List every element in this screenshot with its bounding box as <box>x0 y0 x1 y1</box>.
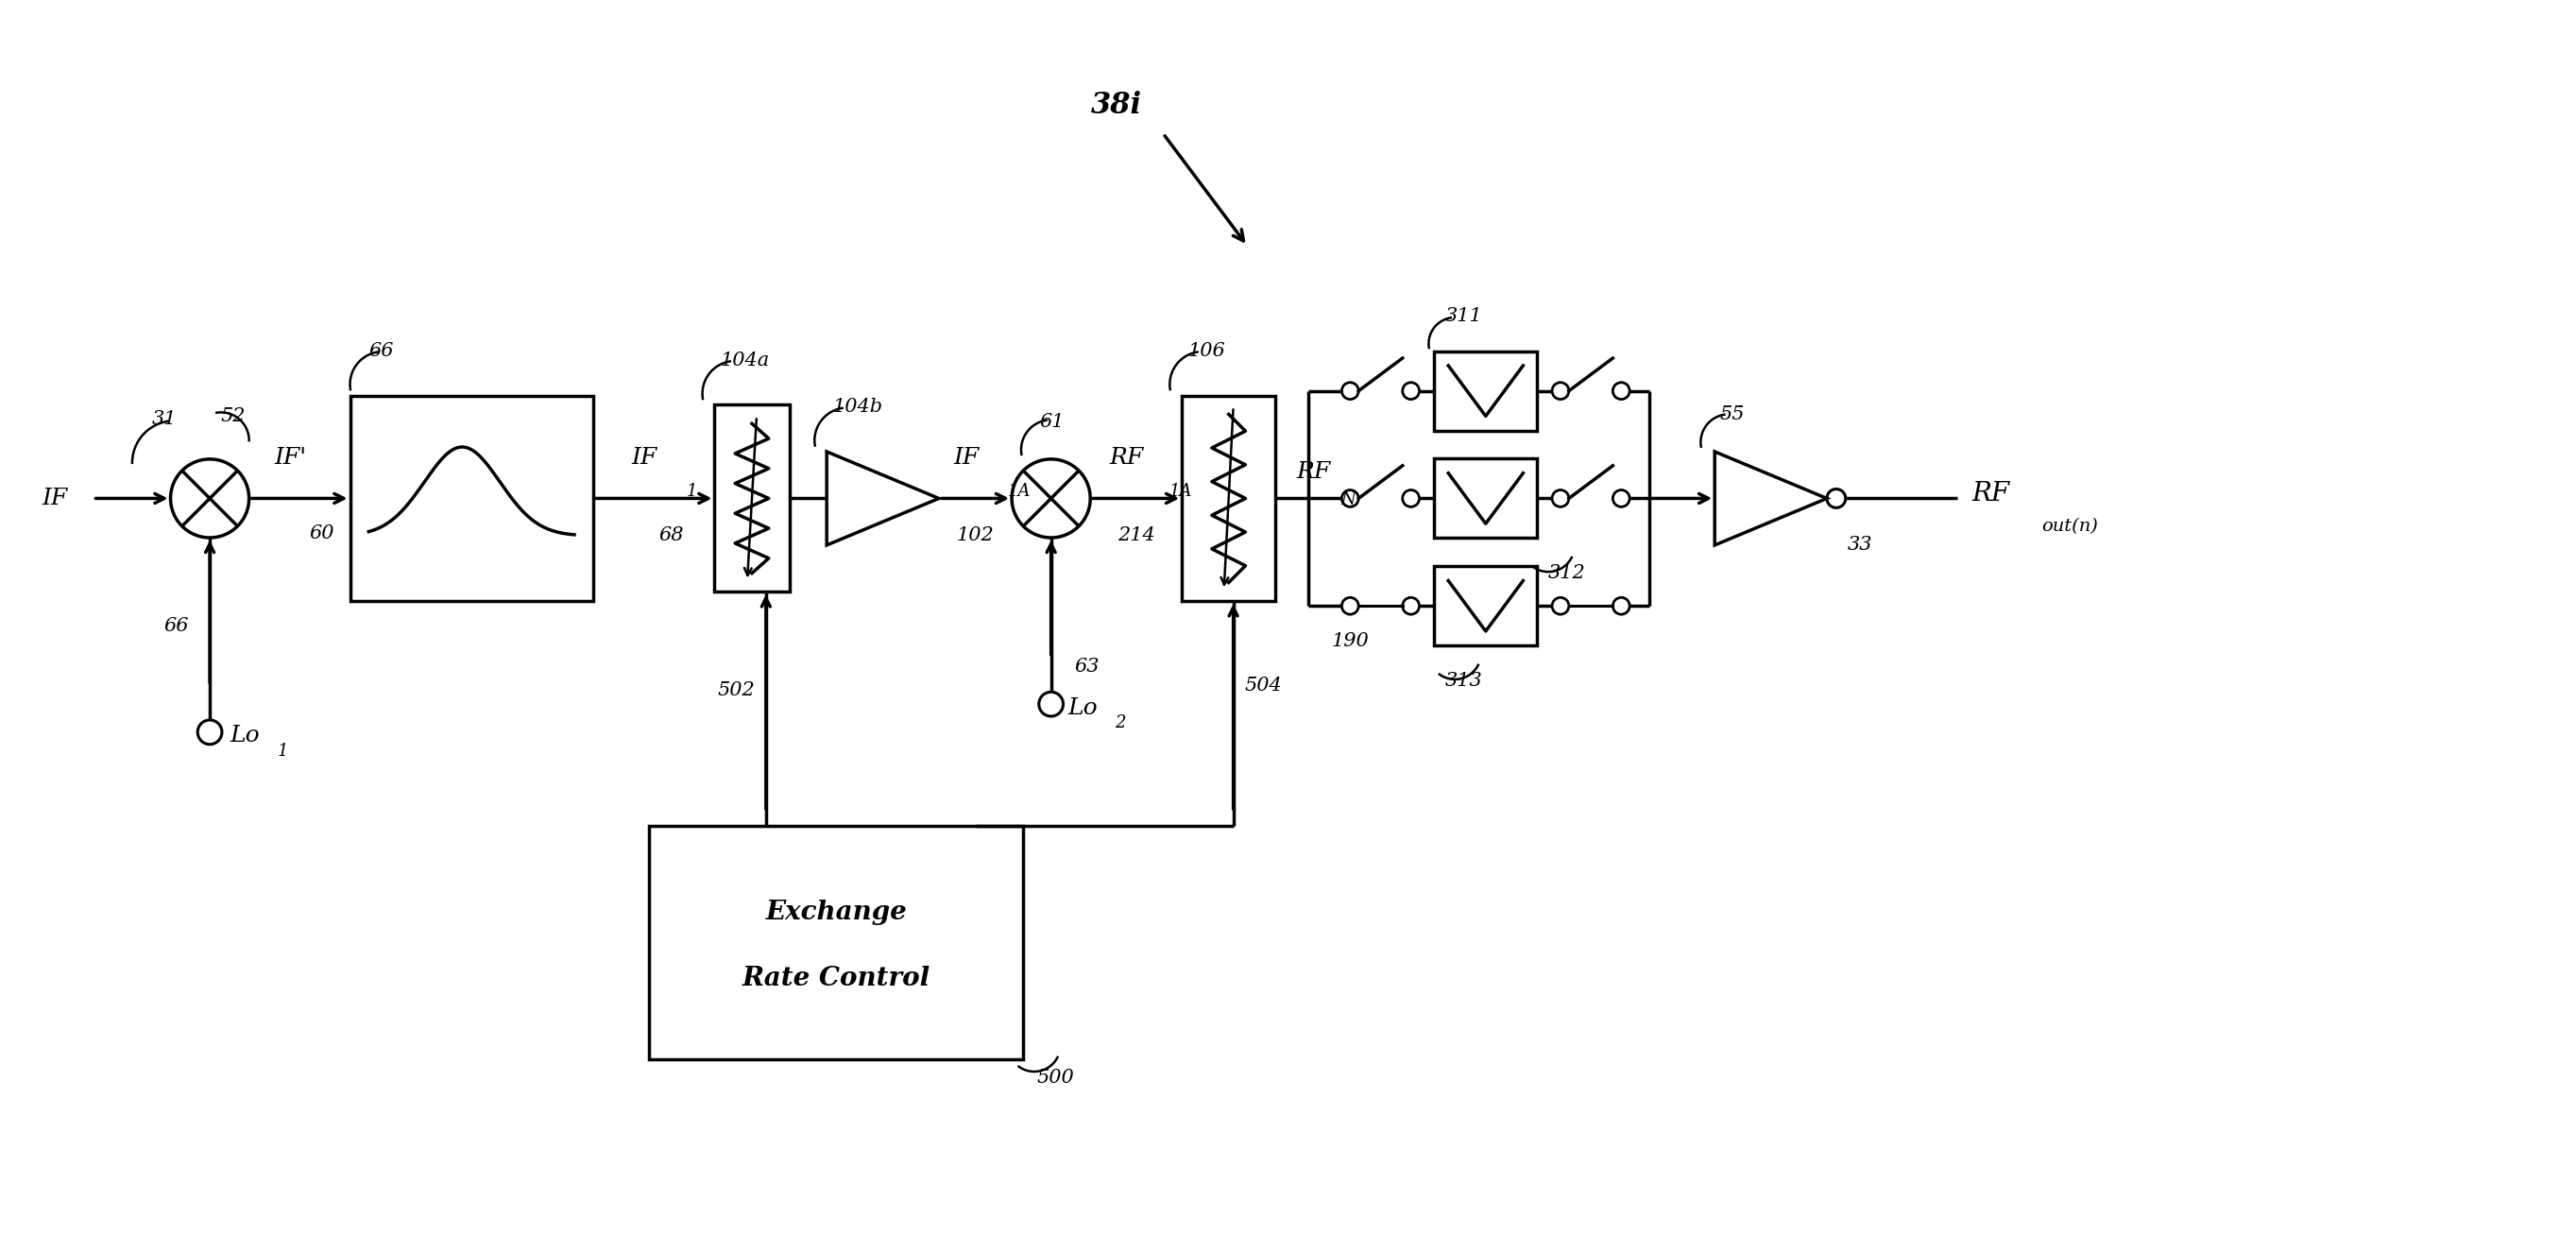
Text: Exchange: Exchange <box>765 900 907 926</box>
Text: RF: RF <box>1296 461 1329 484</box>
Text: 104b: 104b <box>832 398 884 416</box>
Text: 1: 1 <box>278 742 289 759</box>
Text: 60: 60 <box>309 525 335 543</box>
Circle shape <box>1553 490 1569 506</box>
Circle shape <box>1613 382 1631 400</box>
Text: 66: 66 <box>165 616 188 634</box>
Text: 102: 102 <box>956 526 994 544</box>
Circle shape <box>1342 382 1358 400</box>
Text: 504: 504 <box>1244 677 1283 694</box>
Text: 63: 63 <box>1074 658 1100 675</box>
Circle shape <box>1613 598 1631 614</box>
Circle shape <box>1401 598 1419 614</box>
Text: 311: 311 <box>1445 307 1484 325</box>
Bar <box>714 405 788 591</box>
Text: 106: 106 <box>1188 342 1226 360</box>
Text: RF: RF <box>1110 447 1144 469</box>
Text: 1: 1 <box>685 482 698 500</box>
Text: IF': IF' <box>273 447 307 469</box>
Bar <box>649 826 1023 1060</box>
Text: 61: 61 <box>1041 413 1064 431</box>
Text: out(n): out(n) <box>2043 517 2099 535</box>
Text: 52: 52 <box>222 407 247 426</box>
Circle shape <box>1342 490 1358 506</box>
Text: IF: IF <box>41 487 67 509</box>
Circle shape <box>1553 382 1569 400</box>
Text: RF: RF <box>1971 481 2009 506</box>
Text: 38i: 38i <box>1090 91 1141 120</box>
Bar <box>1182 396 1275 601</box>
Text: 1A: 1A <box>1170 482 1193 500</box>
Circle shape <box>1553 598 1569 614</box>
Text: 31: 31 <box>152 410 178 429</box>
Text: 500: 500 <box>1038 1069 1074 1086</box>
Bar <box>1435 459 1538 538</box>
Bar <box>1435 566 1538 645</box>
Text: 66: 66 <box>368 342 394 360</box>
Text: 313: 313 <box>1445 672 1484 690</box>
Text: 104a: 104a <box>721 351 770 370</box>
Text: 1A: 1A <box>1007 482 1030 500</box>
Bar <box>1435 351 1538 431</box>
Text: Lo: Lo <box>1069 697 1097 719</box>
Text: N: N <box>1342 491 1355 509</box>
Text: Lo: Lo <box>229 725 260 747</box>
Text: 214: 214 <box>1118 526 1154 544</box>
Text: IF: IF <box>953 447 979 469</box>
Text: 55: 55 <box>1718 406 1744 424</box>
Text: 312: 312 <box>1548 564 1587 583</box>
Text: 68: 68 <box>659 526 683 544</box>
Text: Rate Control: Rate Control <box>742 965 930 991</box>
Circle shape <box>1613 490 1631 506</box>
Circle shape <box>1401 490 1419 506</box>
Circle shape <box>1401 382 1419 400</box>
Text: 190: 190 <box>1332 632 1368 650</box>
Text: 33: 33 <box>1847 536 1873 554</box>
Text: IF: IF <box>631 447 657 469</box>
Text: 2: 2 <box>1115 714 1126 732</box>
Text: 502: 502 <box>716 682 755 699</box>
Circle shape <box>1342 598 1358 614</box>
Bar <box>350 396 592 601</box>
